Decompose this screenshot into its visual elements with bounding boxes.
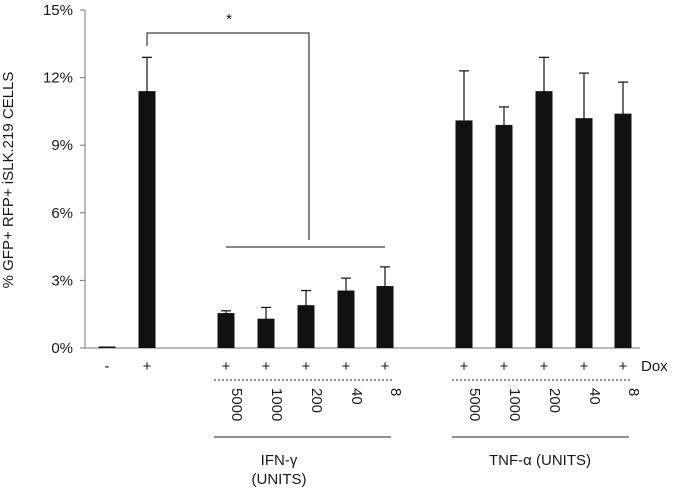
bar: [217, 313, 235, 348]
dose-label: 8: [387, 388, 404, 396]
y-tick-label: 6%: [51, 205, 73, 222]
dox-marker: +: [381, 358, 390, 375]
dose-label: 5000: [228, 388, 245, 421]
bar: [337, 290, 355, 348]
dose-label: 1000: [268, 388, 285, 421]
annotations: *: [146, 11, 385, 248]
significance-asterisk: *: [226, 11, 232, 28]
dox-marker: +: [302, 358, 311, 375]
bar: [614, 113, 632, 348]
dose-label: 200: [308, 388, 325, 413]
group-label: (UNITS): [252, 471, 307, 488]
bars: [98, 91, 632, 349]
y-axis: 0% 3% 6% 9% 12% 15%: [43, 2, 640, 357]
error-bars: [142, 56, 628, 330]
bar: [495, 124, 513, 348]
dox-marker: +: [619, 358, 628, 375]
dox-marker: +: [143, 358, 152, 375]
dose-label: 1000: [506, 388, 523, 421]
dose-label: 40: [348, 388, 365, 405]
dose-label: 5000: [466, 388, 483, 421]
bar: [455, 120, 473, 348]
bar: [138, 91, 156, 349]
bar: [535, 91, 553, 349]
dox-row-label: Dox: [641, 358, 668, 375]
dox-marker: +: [342, 358, 351, 375]
bar: [297, 305, 315, 348]
dose-label: 200: [546, 388, 563, 413]
bar: [98, 346, 116, 348]
category-labels: - + +5000 +1000 +200 +40 +8 +5000 +1000 +200 +40 +8…: [105, 358, 643, 488]
y-tick-label: 3%: [51, 272, 73, 289]
dox-marker: +: [580, 358, 589, 375]
y-tick-label: 15%: [43, 2, 73, 19]
group-label: IFN-γ: [261, 452, 298, 469]
y-tick-label: 0%: [51, 340, 73, 357]
bar: [376, 286, 394, 348]
dox-marker: +: [222, 358, 231, 375]
y-axis-title: % GFP+ RFP+ iSLK.219 CELLS: [0, 72, 17, 289]
group-label: TNF-α (UNITS): [489, 452, 591, 469]
dox-marker: -: [105, 358, 110, 375]
dose-label: 40: [586, 388, 603, 405]
significance-bracket: [146, 32, 310, 240]
y-tick-label: 9%: [51, 137, 73, 154]
y-tick-label: 12%: [43, 70, 73, 87]
dox-marker: +: [540, 358, 549, 375]
dose-label: 8: [625, 388, 642, 396]
dox-marker: +: [500, 358, 509, 375]
dox-marker: +: [460, 358, 469, 375]
dox-marker: +: [262, 358, 271, 375]
bar: [575, 118, 593, 348]
bar: [257, 318, 275, 348]
